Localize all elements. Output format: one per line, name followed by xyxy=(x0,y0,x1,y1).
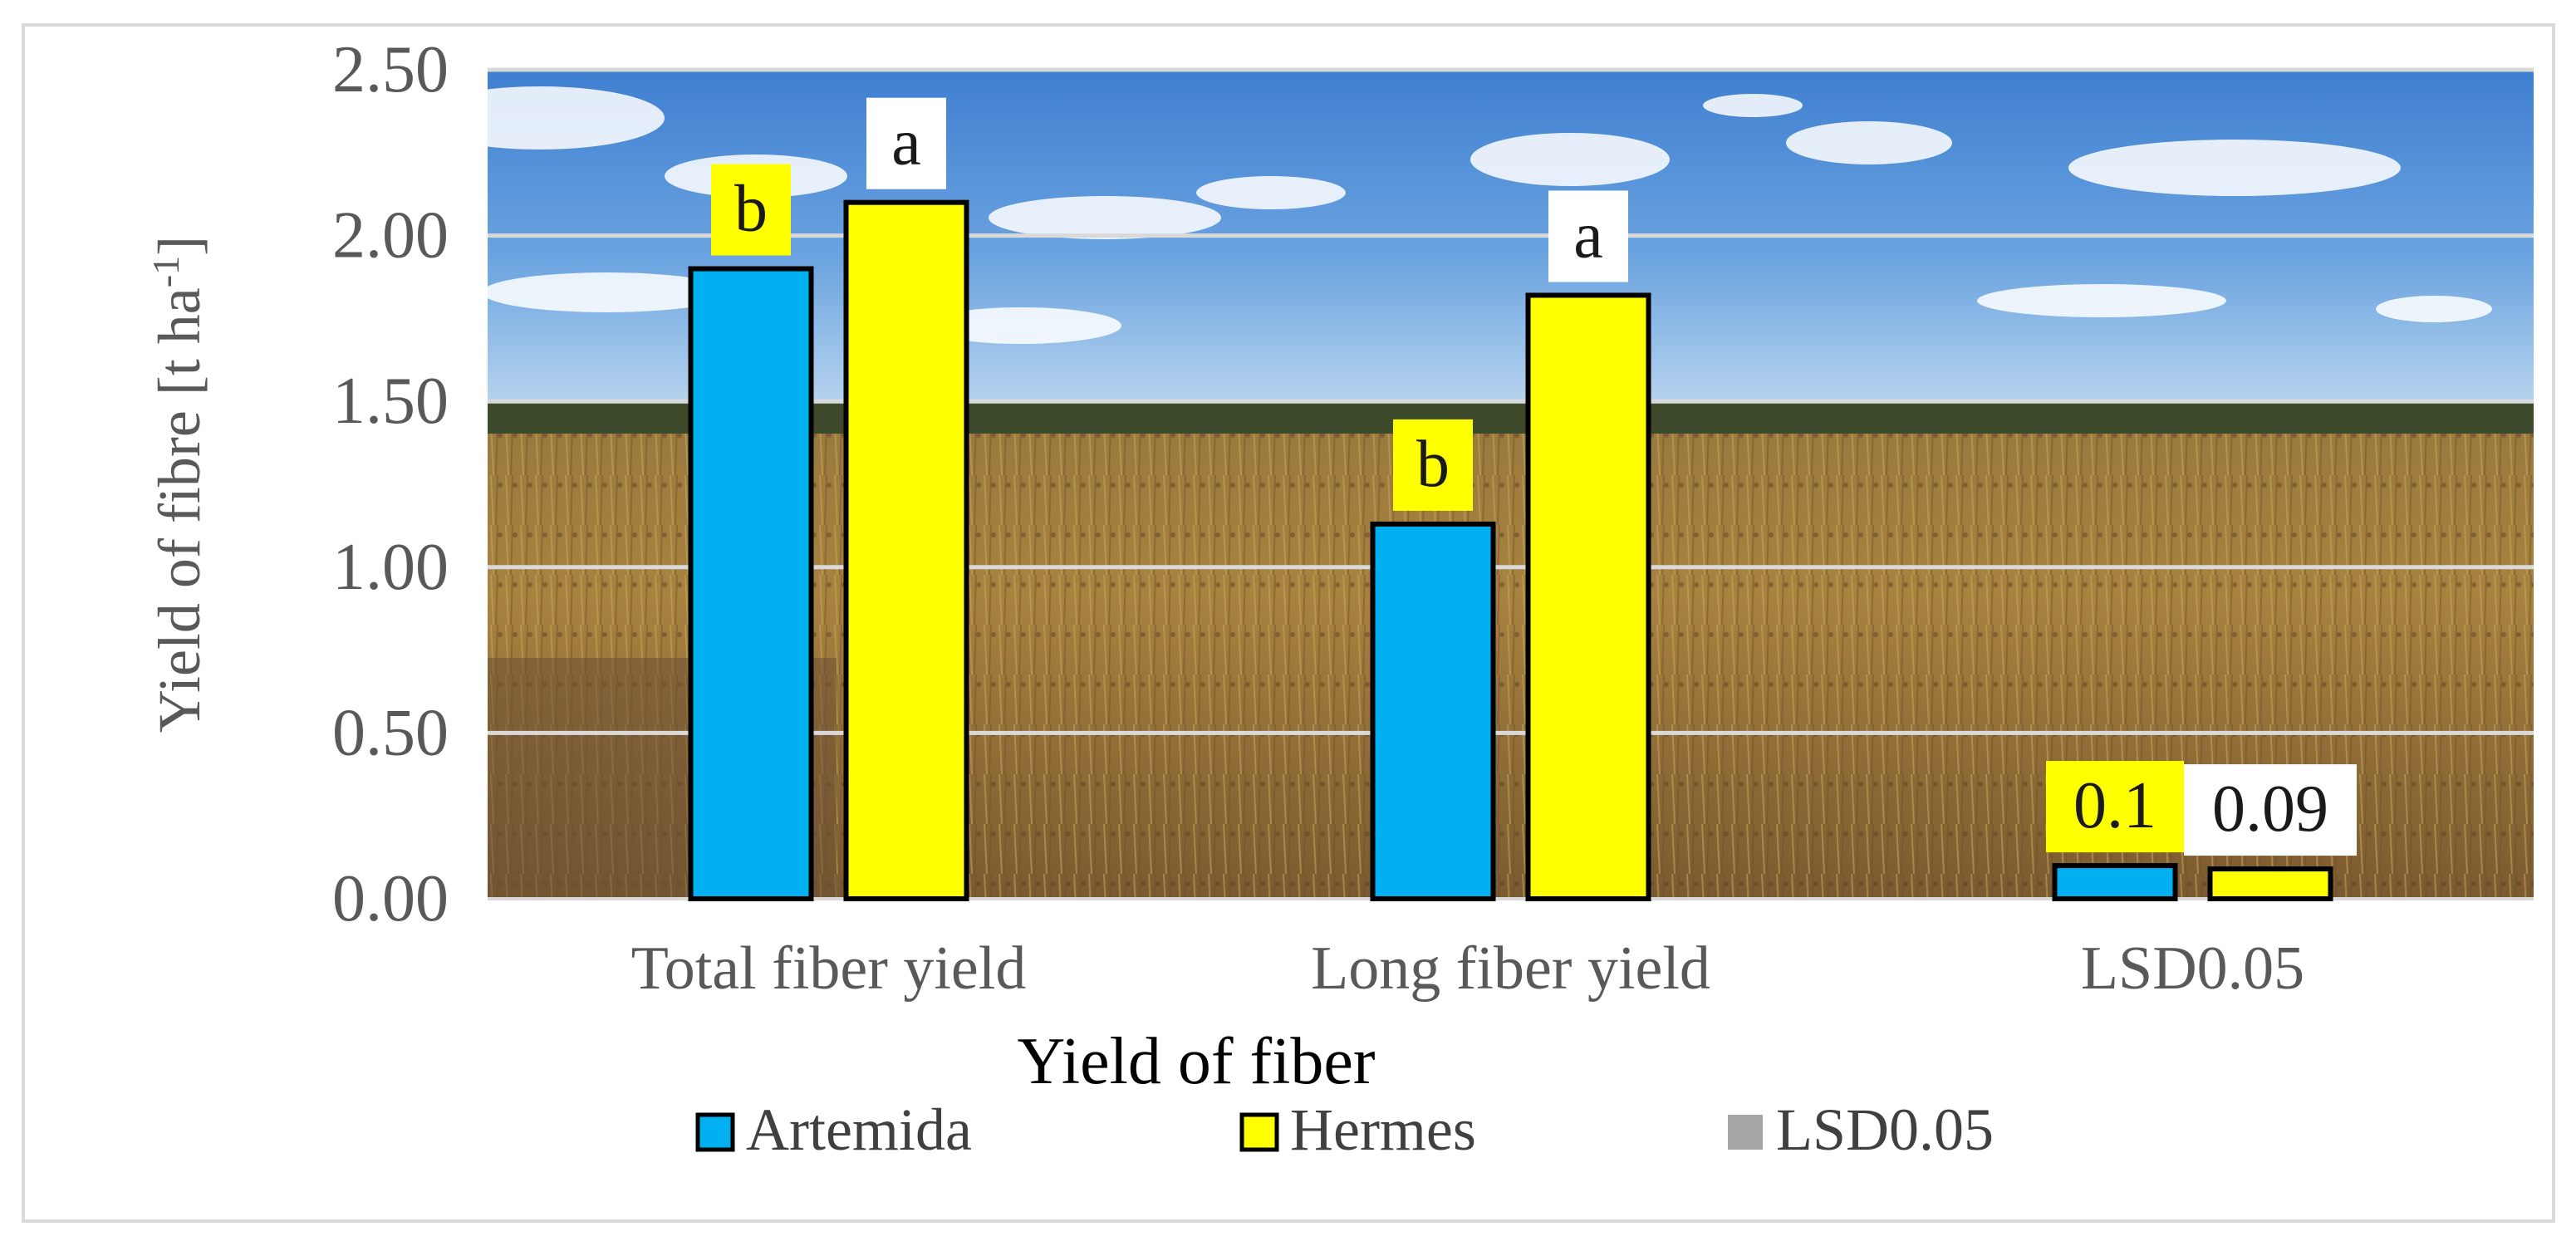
y-axis-ticks: 0.00 0.50 1.00 1.50 2.00 2.50 xyxy=(332,33,449,935)
category-labels: Total fiber yield Long fiber yield LSD0.05 xyxy=(631,934,2304,1003)
bar-hermes-2 xyxy=(2207,866,2333,902)
bar-artemida-2 xyxy=(2052,863,2178,902)
chart-frame: 0.00 0.50 1.00 1.50 2.00 2.50 b a b a 0.1 0.09 Tot… xyxy=(22,23,2555,1223)
cloud xyxy=(1470,133,1670,186)
cloud xyxy=(1977,284,2226,317)
cloud xyxy=(989,196,1221,239)
y-tick-label: 1.00 xyxy=(332,531,449,604)
cloud xyxy=(1786,121,1952,164)
legend-swatch xyxy=(695,1112,735,1152)
legend-swatch xyxy=(1728,1115,1763,1150)
data-label-box xyxy=(1393,419,1473,511)
data-label: a xyxy=(1573,199,1603,272)
y-tick-label: 0.50 xyxy=(332,696,449,769)
legend-label: Artemida xyxy=(746,1096,972,1163)
data-label-box xyxy=(2184,764,2357,856)
cloud xyxy=(1196,176,1346,209)
y-axis-title-sup: -1 xyxy=(145,256,187,287)
data-label-box xyxy=(1548,190,1628,282)
y-tick-label: 2.00 xyxy=(332,199,449,272)
bar-chart: 0.00 0.50 1.00 1.50 2.00 2.50 b a b a 0.1 0.09 Tot… xyxy=(145,33,2534,1163)
x-axis-title: Yield of fiber xyxy=(1018,1025,1376,1098)
bar-hermes-0 xyxy=(843,199,969,901)
legend-label: LSD0.05 xyxy=(1776,1096,1994,1163)
data-label: b xyxy=(734,173,768,246)
data-labels: b a b a 0.1 0.09 xyxy=(711,97,2357,856)
y-axis-title-main: Yield of fibre [t ha xyxy=(146,287,213,733)
y-axis-title: Yield of fibre [t ha-1] xyxy=(145,236,213,733)
y-tick-label: 0.00 xyxy=(332,862,449,935)
cloud xyxy=(922,307,1121,344)
clouds xyxy=(415,86,2492,344)
legend-swatch xyxy=(1239,1112,1279,1152)
y-tick-label: 2.50 xyxy=(332,33,449,106)
tree-line xyxy=(488,400,2534,437)
bar-hermes-1 xyxy=(1525,292,1651,901)
data-label-box xyxy=(711,164,791,256)
data-label: a xyxy=(891,106,921,179)
gridlines xyxy=(488,67,2534,900)
legend: Artemida Hermes LSD0.05 xyxy=(695,1096,1994,1163)
y-tick-label: 1.50 xyxy=(332,365,449,438)
cloud xyxy=(482,272,731,312)
category-label: Long fiber yield xyxy=(1311,934,1710,1003)
cloud xyxy=(1703,94,1803,117)
legend-label: Hermes xyxy=(1290,1096,1476,1163)
cloud xyxy=(2068,140,2401,196)
category-label: Total fiber yield xyxy=(631,934,1027,1003)
cloud xyxy=(2376,296,2492,322)
bars xyxy=(688,199,2333,902)
data-label-box xyxy=(2046,761,2184,853)
data-label-box xyxy=(866,97,946,189)
category-label: LSD0.05 xyxy=(2081,934,2304,1003)
data-label: b xyxy=(1416,428,1450,501)
bar-artemida-0 xyxy=(688,266,814,901)
data-label: 0.09 xyxy=(2212,773,2328,846)
y-axis-title-end: ] xyxy=(146,236,213,256)
bar-artemida-1 xyxy=(1370,521,1496,901)
cloud xyxy=(415,86,665,150)
sky xyxy=(488,70,2534,409)
data-label: 0.1 xyxy=(2073,769,2156,842)
